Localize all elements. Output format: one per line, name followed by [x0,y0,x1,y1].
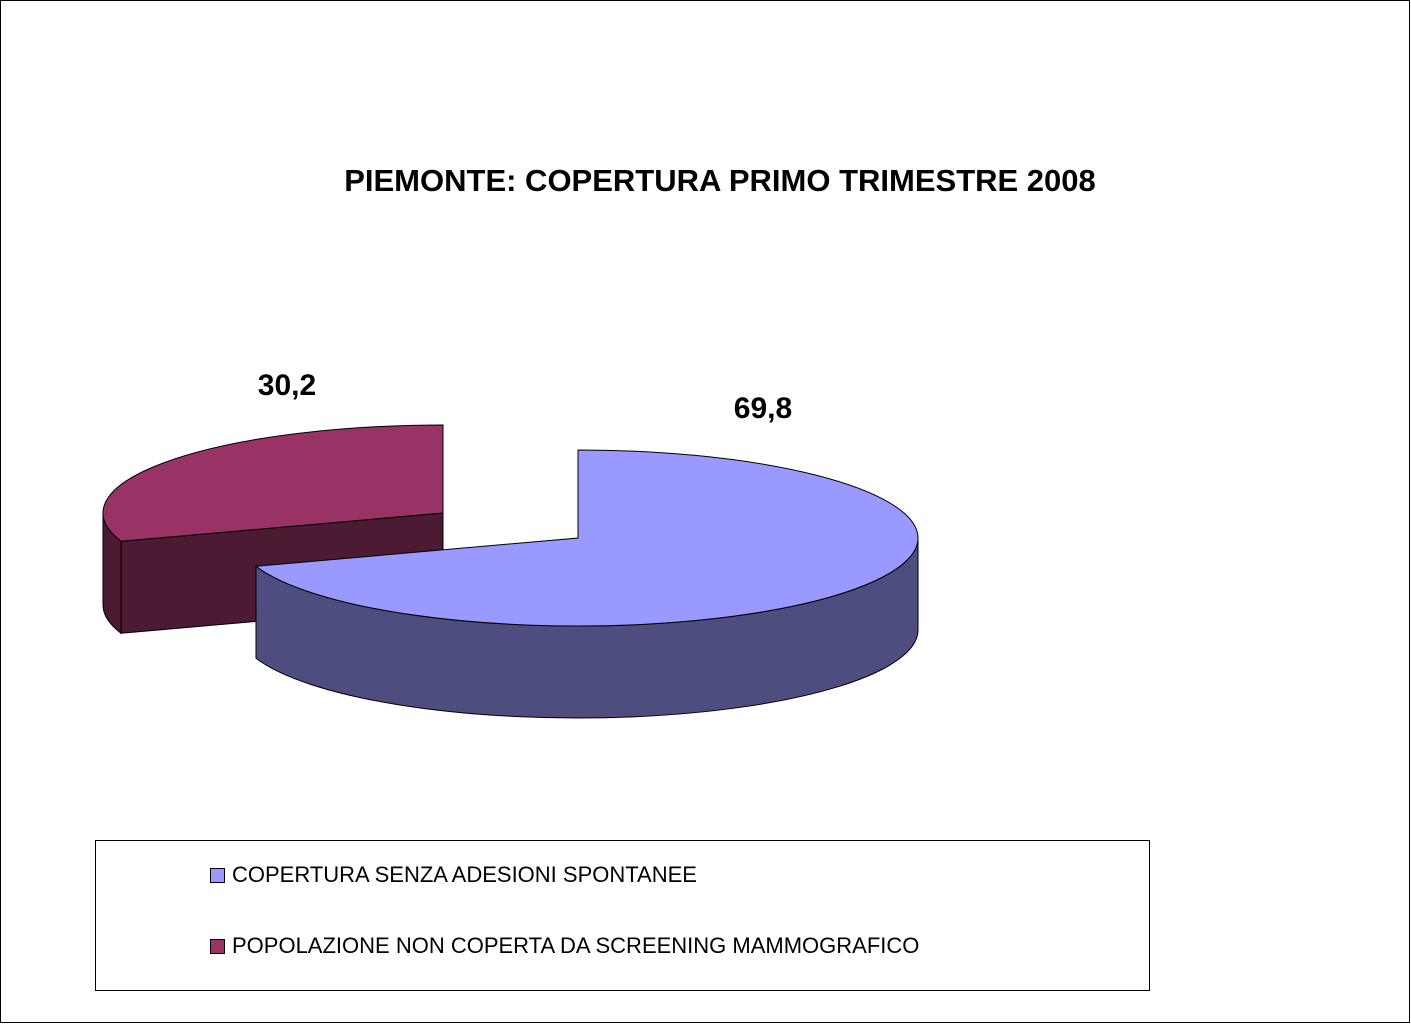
legend-swatch [210,939,225,954]
legend: COPERTURA SENZA ADESIONI SPONTANEE POPOLA… [210,862,919,958]
chart-title: PIEMONTE: COPERTURA PRIMO TRIMESTRE 2008 [344,163,1096,198]
slice [102,424,444,542]
legend-label: POPOLAZIONE NON COPERTA DA SCREENING MAM… [232,933,919,958]
value-label: 30,2 [258,369,316,402]
value-label: 69,8 [734,392,792,425]
legend-label: COPERTURA SENZA ADESIONI SPONTANEE [232,862,697,887]
legend-box [95,840,1150,991]
pie: 30,2 69,8 [102,369,919,719]
slice [254,449,919,627]
legend-swatch [210,868,225,883]
